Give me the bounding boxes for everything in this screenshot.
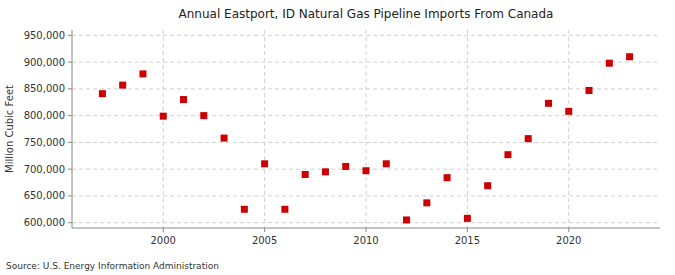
- point: [200, 112, 207, 119]
- tick-label: 750,000: [24, 137, 65, 148]
- tick-mark: [68, 169, 72, 170]
- tick-mark: [68, 142, 72, 143]
- point: [484, 182, 491, 189]
- point: [504, 151, 511, 158]
- tick-label: 950,000: [24, 30, 65, 41]
- grid: [72, 30, 660, 228]
- point: [241, 206, 248, 213]
- tick-label: 800,000: [24, 110, 65, 121]
- point: [464, 215, 471, 222]
- tick-mark: [163, 228, 164, 232]
- tick-mark: [264, 228, 265, 232]
- point: [322, 168, 329, 175]
- point: [545, 100, 552, 107]
- tick-label: 2010: [353, 235, 378, 246]
- point: [119, 82, 126, 89]
- tick-label: 900,000: [24, 57, 65, 68]
- point: [606, 60, 613, 67]
- y-axis-label: Million Cubic Feet: [4, 85, 15, 173]
- tick-label: 600,000: [24, 217, 65, 228]
- tick-label: 2020: [556, 235, 581, 246]
- point: [525, 135, 532, 142]
- title: Annual Eastport, ID Natural Gas Pipeline…: [179, 7, 554, 21]
- point: [302, 171, 309, 178]
- point: [221, 135, 228, 142]
- x-axis: 2000 2005 2010 2015 2020: [151, 228, 582, 246]
- points: [99, 53, 633, 223]
- tick-mark: [68, 62, 72, 63]
- point: [261, 160, 268, 167]
- point: [363, 167, 370, 174]
- point: [403, 216, 410, 223]
- point: [423, 199, 430, 206]
- point: [342, 163, 349, 170]
- grid-line: [72, 195, 660, 196]
- tick-label: 2000: [151, 235, 176, 246]
- grid-line: [163, 30, 164, 228]
- tick-label: 2005: [252, 235, 277, 246]
- point: [160, 113, 167, 120]
- point: [281, 206, 288, 213]
- point: [565, 108, 572, 115]
- tick-label: 650,000: [24, 190, 65, 201]
- tick-mark: [68, 88, 72, 89]
- point: [586, 87, 593, 94]
- point: [383, 160, 390, 167]
- source-note: Source: U.S. Energy Information Administ…: [6, 261, 219, 271]
- tick-label: 2015: [455, 235, 480, 246]
- point: [139, 70, 146, 77]
- tick-mark: [467, 228, 468, 232]
- point: [444, 174, 451, 181]
- tick-label: 850,000: [24, 83, 65, 94]
- point: [99, 90, 106, 97]
- tick-mark: [68, 35, 72, 36]
- grid-line: [72, 35, 660, 36]
- tick-mark: [68, 195, 72, 196]
- tick-mark: [366, 228, 367, 232]
- tick-mark: [68, 115, 72, 116]
- chart: Annual Eastport, ID Natural Gas Pipeline…: [0, 0, 675, 275]
- grid-line: [568, 30, 569, 228]
- point: [626, 53, 633, 60]
- y-axis: 600,000 650,000 700,000 750,000 800,000 850,0…: [24, 30, 72, 228]
- grid-line: [264, 30, 265, 228]
- tick-mark: [68, 222, 72, 223]
- grid-line: [467, 30, 468, 228]
- y-axis-line: [72, 30, 73, 228]
- tick-label: 700,000: [24, 164, 65, 175]
- grid-line: [366, 30, 367, 228]
- tick-mark: [568, 228, 569, 232]
- point: [180, 96, 187, 103]
